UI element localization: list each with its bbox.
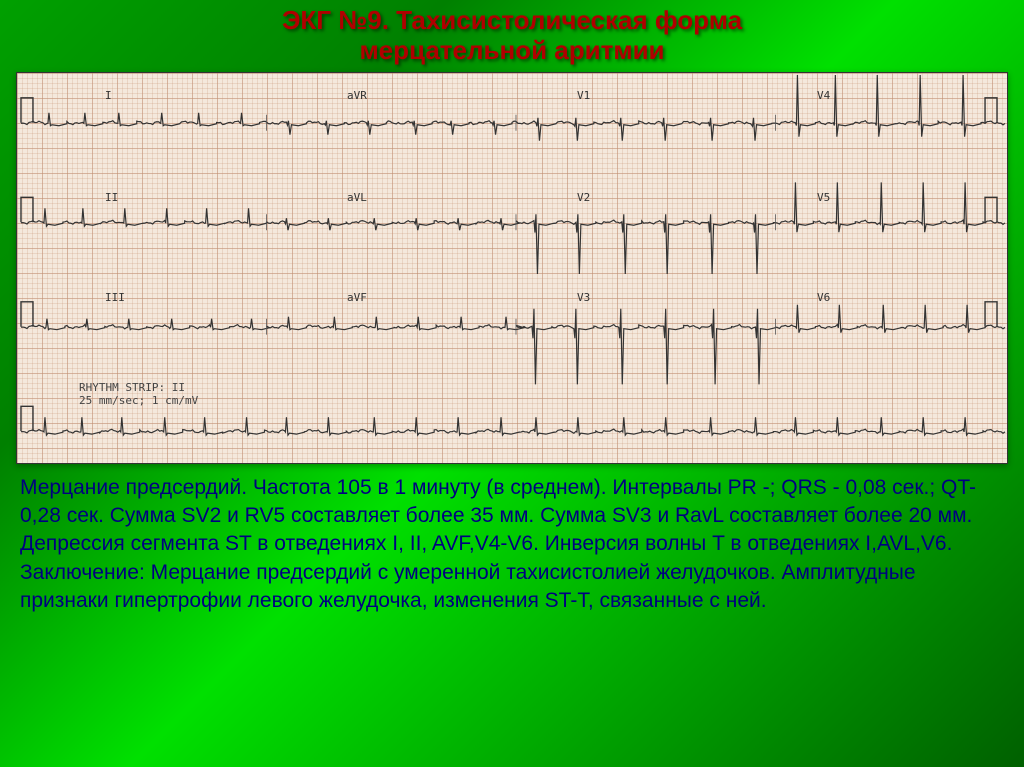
calibration-pulse [21,98,33,123]
rhythm-speed: 25 mm/sec; 1 cm/mV [79,394,198,407]
lead-label-V3: V3 [577,291,590,304]
ecg-description: Мерцание предсердий. Частота 105 в 1 мин… [16,474,1008,616]
ecg-trace-V1 [516,118,775,141]
lead-label-V1: V1 [577,89,590,102]
ecg-trace-V6 [775,305,1005,333]
ecg-trace-V2 [516,214,775,274]
ecg-trace-aVF [266,317,523,330]
calibration-pulse [21,302,33,327]
calibration-pulse [985,197,997,222]
ecg-trace-V3 [516,309,775,385]
lead-label-aVL: aVL [347,191,367,204]
ecg-trace-V4 [775,75,1005,137]
lead-label-V2: V2 [577,191,590,204]
ecg-trace-aVR [266,121,515,135]
lead-label-I: I [105,89,112,102]
ecg-trace-V5 [775,182,1005,232]
ecg-image: IaVR V1 V4 II aVL V2 V5 III aVF V3 V6 RHYTHM STRIP… [16,72,1008,464]
title-line-2: мерцательной аритмии [359,35,664,65]
ecg-trace-aVL [266,218,518,230]
lead-label-III: III [105,291,125,304]
ecg-trace-II [21,208,267,226]
calibration-pulse [985,98,997,123]
title-line-1: ЭКГ №9. Тахисистолическая форма [282,5,742,35]
lead-label-V5: V5 [817,191,830,204]
rhythm-strip-label: RHYTHM STRIP: II 25 mm/sec; 1 cm/mV [79,381,198,407]
lead-label-V6: V6 [817,291,830,304]
lead-label-aVR: aVR [347,89,367,102]
slide-container: ЭКГ №9. Тахисистолическая форма мерцател… [0,0,1024,767]
lead-label-V4: V4 [817,89,830,102]
rhythm-label: RHYTHM STRIP: II [79,381,185,394]
lead-label-aVF: aVF [347,291,367,304]
slide-title: ЭКГ №9. Тахисистолическая форма мерцател… [16,6,1008,66]
ecg-trace-I [21,113,267,126]
ecg-trace-II-rhythm [21,417,1005,435]
calibration-pulse [985,302,997,327]
calibration-pulse [21,406,33,431]
lead-label-II: II [105,191,118,204]
calibration-pulse [21,197,33,222]
ecg-trace-III [21,319,269,330]
